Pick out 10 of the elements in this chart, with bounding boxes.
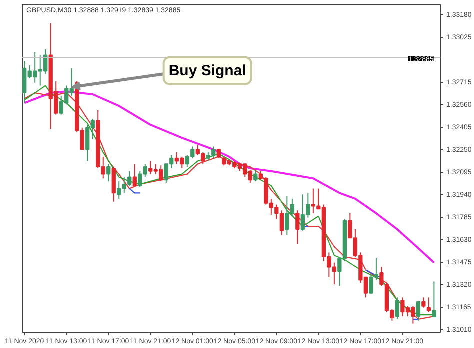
annotation: Buy Signal (168, 62, 246, 80)
candlestick (432, 281, 436, 318)
candlestick (422, 297, 426, 308)
candlestick (106, 164, 111, 182)
candlestick (426, 297, 432, 313)
candlestick (395, 297, 400, 320)
candlestick (132, 164, 137, 188)
candlestick (254, 169, 258, 182)
candlestick (416, 302, 421, 322)
candlestick (296, 210, 300, 244)
